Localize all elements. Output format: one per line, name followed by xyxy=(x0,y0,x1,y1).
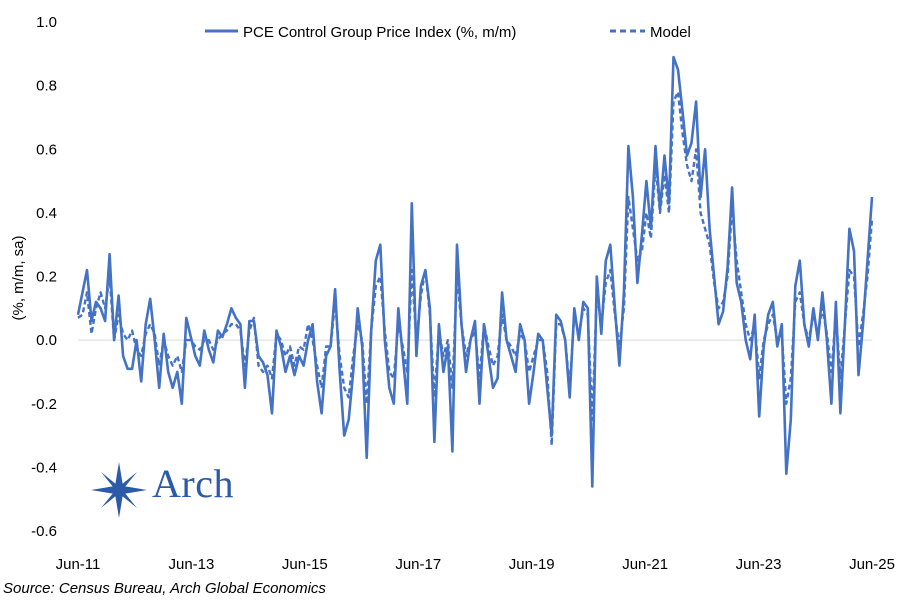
y-tick-label: 0.4 xyxy=(36,205,57,222)
series-line-model xyxy=(77,90,874,447)
y-tick-label: -0.2 xyxy=(31,396,57,413)
x-tick-label: Jun-17 xyxy=(395,556,441,573)
y-tick-label: 0.0 xyxy=(36,332,57,349)
series-line-pce xyxy=(76,55,874,488)
arch-logo: Arch xyxy=(90,458,265,522)
legend: PCE Control Group Price Index (%, m/m) M… xyxy=(205,24,691,41)
x-tick-label: Jun-15 xyxy=(282,556,328,573)
x-tick-label: Jun-23 xyxy=(736,556,782,573)
compass-star-icon xyxy=(91,462,147,518)
x-tick-label: Jun-13 xyxy=(168,556,214,573)
y-tick-label: -0.4 xyxy=(31,459,57,476)
y-tick-label: -0.6 xyxy=(31,523,57,540)
legend-label-model: Model xyxy=(650,24,691,41)
legend-label-pce: PCE Control Group Price Index (%, m/m) xyxy=(243,24,516,41)
y-tick-label: 0.8 xyxy=(36,78,57,95)
x-tick-label: Jun-21 xyxy=(622,556,668,573)
y-tick-label: 1.0 xyxy=(36,14,57,31)
logo-text: Arch xyxy=(152,461,234,506)
x-tick-label: Jun-25 xyxy=(849,556,895,573)
x-tick-label: Jun-11 xyxy=(56,556,101,573)
y-tick-label: 0.6 xyxy=(36,141,57,158)
x-tick-label: Jun-19 xyxy=(509,556,555,573)
y-axis-label: (%, m/m, sa) xyxy=(10,235,27,320)
y-tick-label: 0.2 xyxy=(36,269,57,286)
source-note: Source: Census Bureau, Arch Global Econo… xyxy=(3,580,326,597)
